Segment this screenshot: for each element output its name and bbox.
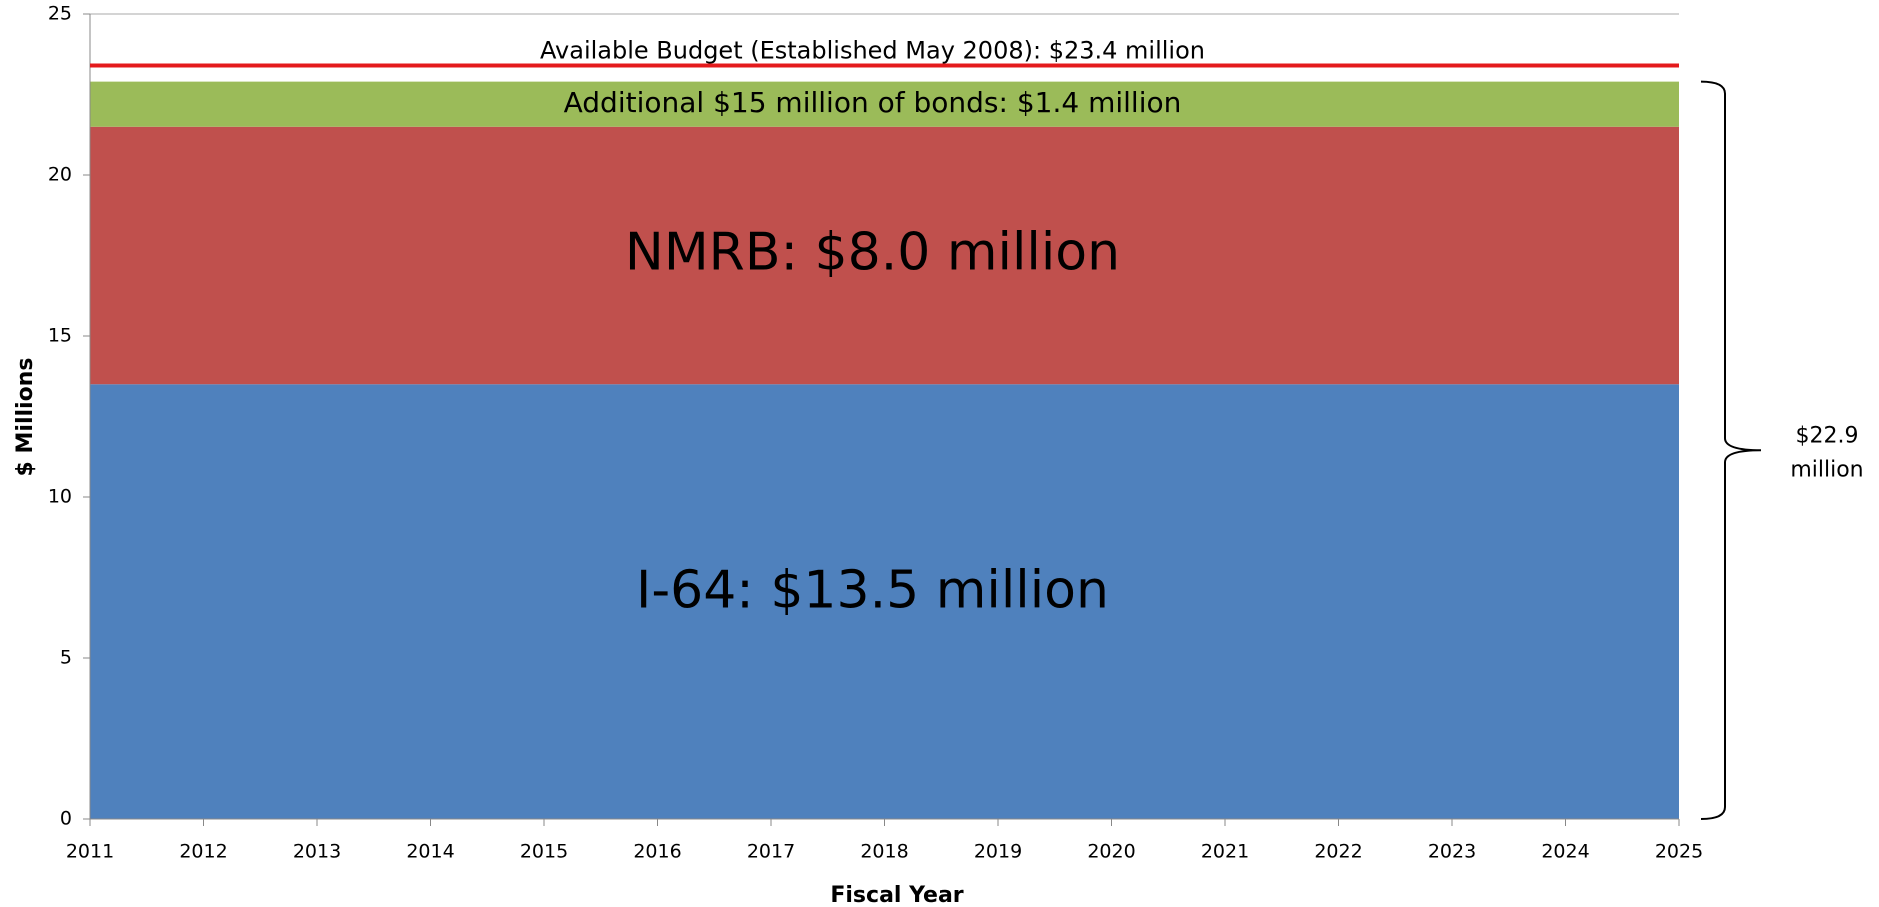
y-tick-label: 5	[60, 647, 72, 669]
x-tick-label: 2024	[1541, 841, 1589, 863]
area-label: NMRB: $8.0 million	[625, 223, 1120, 283]
x-tick-label: 2016	[633, 841, 681, 863]
x-tick-label: 2019	[974, 841, 1022, 863]
brace-label: million	[1790, 457, 1863, 482]
area-label: Additional $15 million of bonds: $1.4 mi…	[564, 86, 1182, 119]
area	[90, 81, 1679, 127]
x-tick-label: 2014	[406, 841, 454, 863]
x-tick-label: 2013	[293, 841, 341, 863]
area-label: I-64: $13.5 million	[636, 561, 1109, 621]
area	[90, 126, 1679, 385]
x-tick-label: 2021	[1201, 841, 1249, 863]
x-tick-label: 2017	[747, 841, 795, 863]
x-tick-label: 2023	[1428, 841, 1476, 863]
x-tick-label: 2018	[860, 841, 908, 863]
x-tick-label: 2011	[66, 841, 114, 863]
x-axis-title: Fiscal Year	[830, 883, 963, 907]
x-tick-label: 2020	[1087, 841, 1135, 863]
y-tick-label: 15	[48, 325, 72, 347]
y-tick-label: 0	[60, 808, 72, 830]
brace	[1700, 80, 1762, 820]
y-tick-label: 10	[48, 486, 72, 508]
x-tick-label: 2015	[520, 841, 568, 863]
brace-label: $22.9	[1796, 423, 1859, 448]
y-axis-title: $ Millions	[13, 358, 38, 477]
y-tick-label: 20	[48, 164, 72, 186]
x-tick-label: 2025	[1655, 841, 1703, 863]
y-tick-label: 25	[48, 3, 72, 25]
x-tick-label: 2022	[1314, 841, 1362, 863]
x-tick-label: 2012	[179, 841, 227, 863]
area	[90, 384, 1679, 819]
reference-label: Available Budget (Established May 2008):…	[540, 37, 1205, 65]
